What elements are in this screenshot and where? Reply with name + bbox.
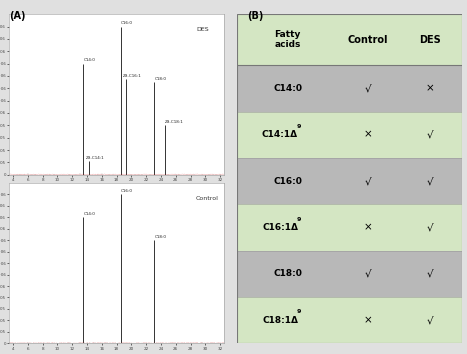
Text: ×: × (363, 222, 372, 233)
Text: 9: 9 (297, 217, 301, 222)
Text: √: √ (426, 315, 433, 325)
Text: C16:1Δ: C16:1Δ (262, 223, 298, 232)
Text: Control: Control (347, 35, 388, 45)
Bar (237, 14, 462, 65)
Text: √: √ (364, 176, 371, 186)
Text: √: √ (426, 269, 433, 279)
Text: C16:0: C16:0 (120, 189, 133, 193)
Text: (B): (B) (248, 11, 264, 21)
Text: C16:0: C16:0 (120, 21, 133, 25)
Text: √: √ (426, 176, 433, 186)
Text: 9: 9 (297, 309, 301, 314)
Text: C18:0: C18:0 (154, 235, 166, 239)
Bar (237, 65, 462, 112)
Text: C18:1Δ: C18:1Δ (262, 316, 298, 325)
Text: ×: × (425, 84, 434, 93)
Bar (237, 158, 462, 204)
Text: (A): (A) (9, 11, 26, 21)
Text: C16:0: C16:0 (273, 177, 302, 185)
Text: C14:0: C14:0 (273, 84, 302, 93)
Text: DES: DES (419, 35, 440, 45)
Text: Control: Control (196, 196, 219, 201)
Text: C18:0: C18:0 (273, 269, 302, 278)
Text: Fatty
acids: Fatty acids (275, 30, 301, 49)
Text: √: √ (364, 269, 371, 279)
Text: C14:1Δ: C14:1Δ (262, 130, 298, 139)
Text: Z9-C16:1: Z9-C16:1 (122, 74, 142, 78)
Text: √: √ (426, 222, 433, 233)
Bar (237, 251, 462, 297)
Bar (237, 112, 462, 158)
Text: C14:0: C14:0 (83, 212, 95, 216)
Text: DES: DES (196, 27, 209, 32)
Text: C18:0: C18:0 (154, 77, 166, 81)
Text: 9: 9 (297, 124, 301, 129)
Text: C14:0: C14:0 (83, 58, 95, 62)
Text: ×: × (363, 315, 372, 325)
Text: Z9-C14:1: Z9-C14:1 (86, 156, 105, 160)
Text: Z9-C18:1: Z9-C18:1 (165, 120, 184, 124)
Text: √: √ (364, 84, 371, 93)
Text: ×: × (363, 130, 372, 140)
Bar (237, 297, 462, 343)
Text: √: √ (426, 130, 433, 140)
Bar (237, 204, 462, 251)
